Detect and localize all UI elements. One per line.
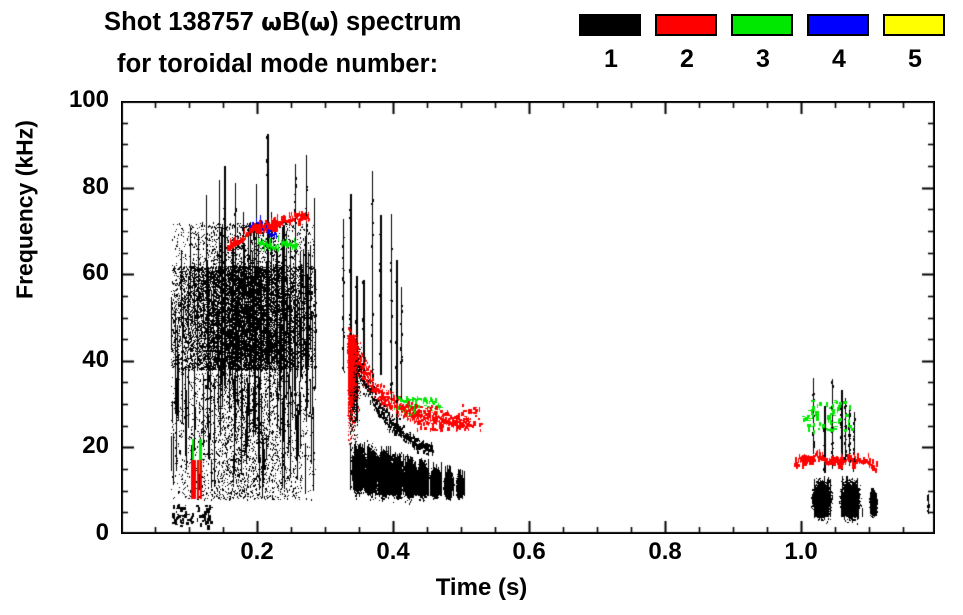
- y-tick-label-60: 60: [82, 259, 109, 287]
- x-tick-label-0.2: 0.2: [240, 538, 274, 565]
- plot-area: [121, 101, 935, 534]
- omega-symbol-2: ω: [309, 8, 331, 36]
- title-subtitle: for toroidal mode number:: [117, 50, 439, 78]
- legend-item-3: 3: [731, 14, 795, 72]
- title-text-mid: B(: [282, 8, 310, 36]
- legend: 1 2 3 4 5: [579, 14, 959, 94]
- legend-label-5: 5: [908, 45, 922, 73]
- legend-label-3: 3: [756, 45, 770, 73]
- x-tick-label-0.6: 0.6: [512, 538, 546, 565]
- legend-item-5: 5: [883, 14, 947, 72]
- y-tick-label-20: 20: [82, 432, 109, 460]
- page-title: Shot 138757 ωB(ω) spectrum: [104, 8, 462, 37]
- y-tick-label-80: 80: [82, 172, 109, 200]
- title-text-post: ) spectrum: [330, 8, 462, 36]
- title-block: Shot 138757 ωB(ω) spectrum for toroidal …: [0, 0, 963, 96]
- spectrogram-canvas: [121, 101, 935, 534]
- legend-swatch-4: [807, 14, 869, 36]
- y-tick-label-100: 100: [68, 86, 109, 113]
- legend-swatch-5: [883, 14, 945, 36]
- y-axis-label: Frequency (kHz): [11, 120, 38, 299]
- title-text-pre: Shot 138757: [104, 8, 262, 36]
- omega-symbol-1: ω: [261, 8, 283, 36]
- x-axis-label: Time (s): [435, 574, 528, 601]
- legend-label-4: 4: [832, 45, 846, 73]
- x-tick-label-1.0: 1.0: [784, 538, 818, 565]
- legend-item-4: 4: [807, 14, 871, 72]
- legend-swatch-1: [579, 14, 641, 36]
- x-tick-label-0.4: 0.4: [376, 538, 410, 565]
- legend-item-1: 1: [579, 14, 643, 72]
- y-tick-label-40: 40: [82, 345, 109, 373]
- legend-item-2: 2: [655, 14, 719, 72]
- legend-label-2: 2: [680, 45, 694, 73]
- x-tick-label-0.8: 0.8: [648, 538, 682, 565]
- legend-label-1: 1: [604, 45, 618, 73]
- legend-swatch-2: [655, 14, 717, 36]
- y-tick-label-0: 0: [95, 519, 109, 546]
- legend-swatch-3: [731, 14, 793, 36]
